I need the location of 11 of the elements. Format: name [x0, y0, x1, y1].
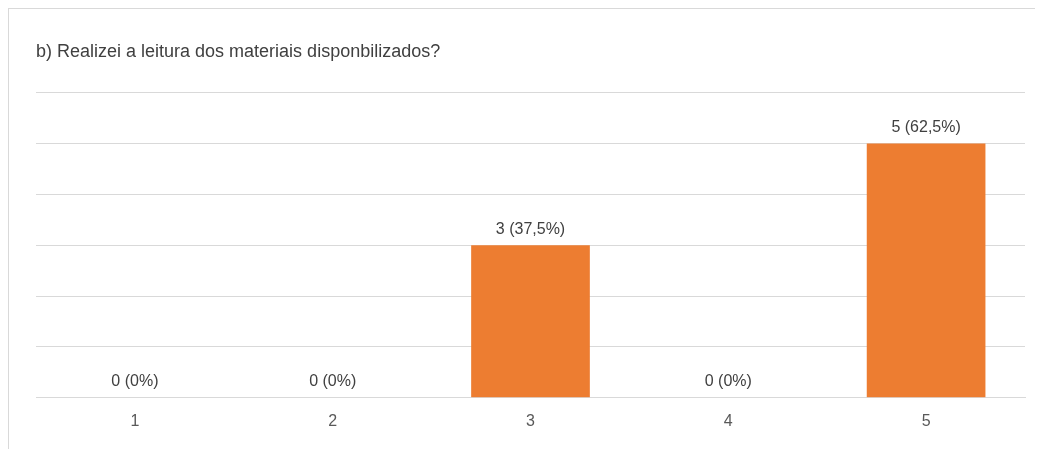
x-tick-label: 5	[921, 411, 931, 429]
x-tick-label: 2	[328, 411, 338, 429]
data-label: 5 (62,5%)	[891, 117, 961, 135]
data-label: 3 (37,5%)	[495, 219, 566, 237]
data-label: 0 (0%)	[111, 372, 159, 390]
x-tick-label: 4	[723, 411, 733, 429]
chart-title: b) Realizei a leitura dos materiais disponbilizados?	[36, 40, 441, 61]
data-label: 0 (0%)	[704, 372, 752, 390]
data-label: 0 (0%)	[309, 372, 357, 390]
x-tick-label: 3	[526, 411, 536, 429]
x-tick-label: 1	[130, 411, 140, 429]
